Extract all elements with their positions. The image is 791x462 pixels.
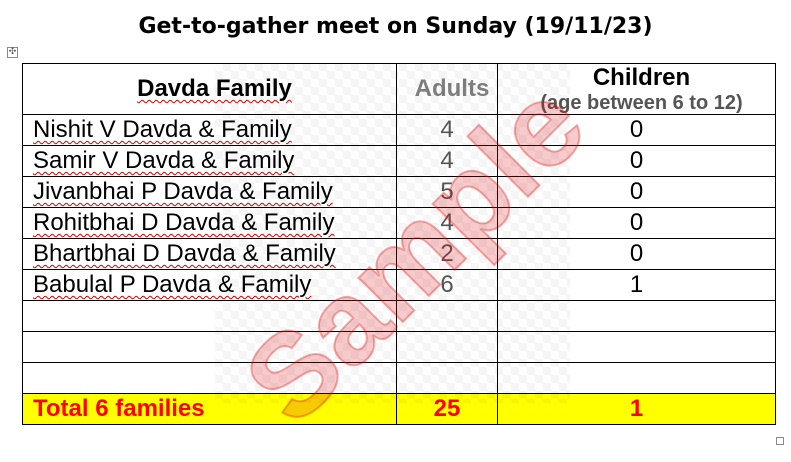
table-row: Rohitbhai D Davda & Family 4 0 xyxy=(22,207,776,239)
family-name: Nishit V Davda & Family xyxy=(33,116,292,143)
header-adults[interactable]: Adults xyxy=(396,63,498,115)
total-adults-cell[interactable]: 25 xyxy=(396,393,498,425)
document-title: Get-to-gather meet on Sunday (19/11/23) xyxy=(138,14,653,39)
family-name: Jivanbhai P Davda & Family xyxy=(33,178,333,205)
family-name-cell[interactable]: Samir V Davda & Family xyxy=(22,145,397,177)
family-name: Samir V Davda & Family xyxy=(33,147,295,174)
family-name-cell[interactable] xyxy=(22,331,397,363)
family-name: Bhartbhai D Davda & Family xyxy=(33,240,336,267)
table-row: Nishit V Davda & Family 4 0 xyxy=(22,114,776,146)
family-name-cell[interactable] xyxy=(22,362,397,394)
total-label-cell[interactable]: Total 6 families xyxy=(22,393,397,425)
children-cell[interactable]: 0 xyxy=(497,176,776,208)
table-row-empty xyxy=(22,362,776,394)
family-name-cell[interactable]: Rohitbhai D Davda & Family xyxy=(22,207,397,239)
table-row: Babulal P Davda & Family 6 1 xyxy=(22,269,776,301)
adults-cell[interactable] xyxy=(396,300,498,332)
children-cell[interactable]: 0 xyxy=(497,207,776,239)
children-cell[interactable] xyxy=(497,362,776,394)
header-children-note: (age between 6 to 12) xyxy=(540,92,743,114)
table-row: Bhartbhai D Davda & Family 2 0 xyxy=(22,238,776,270)
adults-cell[interactable]: 4 xyxy=(396,114,498,146)
family-name-cell[interactable]: Nishit V Davda & Family xyxy=(22,114,397,146)
adults-cell[interactable]: 4 xyxy=(396,145,498,177)
table-row-empty xyxy=(22,331,776,363)
family-name: Babulal P Davda & Family xyxy=(33,271,312,298)
families-table: Davda Family Adults Children (age betwee… xyxy=(22,63,776,425)
family-name-cell[interactable] xyxy=(22,300,397,332)
adults-cell[interactable]: 4 xyxy=(396,207,498,239)
children-cell[interactable]: 1 xyxy=(497,269,776,301)
adults-cell[interactable] xyxy=(396,362,498,394)
header-family[interactable]: Davda Family xyxy=(22,63,397,115)
adults-cell[interactable] xyxy=(396,331,498,363)
children-cell[interactable]: 0 xyxy=(497,145,776,177)
family-name: Rohitbhai D Davda & Family xyxy=(33,209,335,236)
header-children[interactable]: Children (age between 6 to 12) xyxy=(497,63,776,115)
table-header-row: Davda Family Adults Children (age betwee… xyxy=(22,63,776,115)
header-family-label: Davda Family xyxy=(137,75,292,102)
family-name-cell[interactable]: Bhartbhai D Davda & Family xyxy=(22,238,397,270)
children-cell[interactable] xyxy=(497,331,776,363)
header-adults-label: Adults xyxy=(414,75,490,102)
table-resize-handle[interactable] xyxy=(776,437,784,445)
total-children-cell[interactable]: 1 xyxy=(497,393,776,425)
table-row-empty xyxy=(22,300,776,332)
table-row: Jivanbhai P Davda & Family 5 0 xyxy=(22,176,776,208)
header-children-label: Children xyxy=(592,64,691,92)
table-row: Samir V Davda & Family 4 0 xyxy=(22,145,776,177)
children-cell[interactable]: 0 xyxy=(497,114,776,146)
adults-cell[interactable]: 5 xyxy=(396,176,498,208)
adults-cell[interactable]: 6 xyxy=(396,269,498,301)
adults-cell[interactable]: 2 xyxy=(396,238,498,270)
children-cell[interactable] xyxy=(497,300,776,332)
table-move-handle-icon[interactable]: ✣ xyxy=(7,47,18,58)
children-cell[interactable]: 0 xyxy=(497,238,776,270)
family-name-cell[interactable]: Jivanbhai P Davda & Family xyxy=(22,176,397,208)
family-name-cell[interactable]: Babulal P Davda & Family xyxy=(22,269,397,301)
total-row: Total 6 families 25 1 xyxy=(22,393,776,425)
